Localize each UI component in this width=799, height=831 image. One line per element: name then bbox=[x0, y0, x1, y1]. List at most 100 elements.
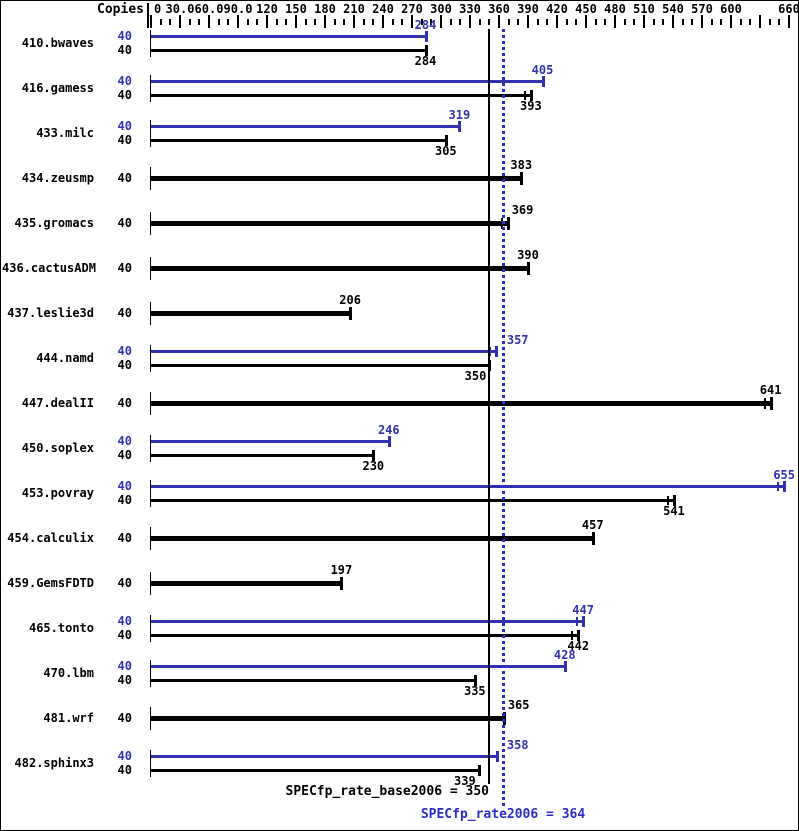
bar-end-tick bbox=[783, 480, 787, 492]
bar-spread-tick bbox=[571, 630, 574, 640]
axis-minor-tick bbox=[681, 19, 684, 25]
bar-end-tick bbox=[529, 89, 533, 101]
axis-major-tick bbox=[266, 15, 268, 28]
copies-value: 40 bbox=[117, 87, 132, 102]
axis-tick-label: 0 bbox=[154, 2, 162, 16]
bar-value-label: 428 bbox=[553, 647, 576, 662]
axis-origin-line bbox=[147, 3, 149, 28]
axis-minor-tick bbox=[372, 19, 375, 25]
copies-value: 40 bbox=[117, 575, 132, 590]
bar-start-tick bbox=[150, 571, 151, 595]
benchmark-label: 465.tonto bbox=[28, 620, 94, 635]
bar-peak bbox=[151, 754, 498, 758]
bar-end-tick bbox=[458, 120, 462, 132]
bar-start-tick bbox=[150, 526, 151, 550]
axis-tick-label: 270 bbox=[401, 2, 423, 16]
copies-value: 40 bbox=[117, 530, 132, 545]
bar-value-label: 230 bbox=[362, 458, 385, 473]
bar-spread-tick bbox=[576, 616, 579, 626]
axis-tick-label: 90.0 bbox=[223, 2, 253, 16]
bar-value-label: 339 bbox=[454, 773, 476, 788]
benchmark-label: 453.povray bbox=[21, 485, 94, 500]
axis-minor-tick bbox=[304, 19, 307, 25]
axis-tick-label: 240 bbox=[372, 2, 394, 16]
axis-major-tick bbox=[440, 15, 442, 28]
axis-minor-tick bbox=[652, 19, 655, 25]
axis-minor-tick bbox=[604, 19, 607, 25]
axis-major-tick bbox=[556, 15, 558, 28]
bar-both bbox=[151, 220, 508, 226]
bar-base bbox=[151, 498, 674, 502]
copies-value: 40 bbox=[117, 215, 132, 230]
axis-tick-label: 510 bbox=[633, 2, 655, 16]
copies-value: 40 bbox=[117, 42, 132, 57]
axis-minor-tick bbox=[768, 19, 771, 25]
base-result-label: SPECfp_rate_base2006 = 350 bbox=[285, 784, 490, 799]
copies-value: 40 bbox=[117, 395, 132, 410]
axis-minor-tick bbox=[517, 19, 520, 25]
benchmark-label: 454.calculix bbox=[7, 530, 94, 545]
benchmark-label: 459.GemsFDTD bbox=[7, 575, 94, 590]
copies-value: 40 bbox=[117, 170, 132, 185]
axis-major-tick bbox=[585, 15, 587, 28]
axis-tick-label: 390 bbox=[517, 2, 539, 16]
axis-minor-tick bbox=[246, 19, 249, 25]
bar-value-label: 405 bbox=[531, 62, 554, 77]
bar-start-tick bbox=[150, 119, 151, 147]
axis-tick-label: 330 bbox=[459, 2, 481, 16]
benchmark-label: 416.gamess bbox=[21, 80, 94, 95]
axis-minor-tick bbox=[778, 19, 781, 25]
bar-base bbox=[151, 363, 490, 367]
bar-value-label: 541 bbox=[663, 503, 685, 518]
axis-minor-tick bbox=[507, 19, 510, 25]
bar-spread-tick bbox=[500, 217, 503, 229]
axis-minor-tick bbox=[217, 19, 220, 25]
axis-minor-tick bbox=[362, 19, 365, 25]
copies-value: 40 bbox=[117, 260, 132, 275]
axis-tick-label: 210 bbox=[343, 2, 365, 16]
bar-start-tick bbox=[150, 29, 151, 57]
bar-end-tick bbox=[527, 261, 530, 275]
axis-tick-label: 360 bbox=[488, 2, 510, 16]
axis-minor-tick bbox=[546, 19, 549, 25]
bar-value-label: 383 bbox=[510, 157, 533, 172]
axis-major-tick bbox=[237, 15, 239, 28]
bar-value-label: 390 bbox=[517, 247, 539, 262]
bar-both bbox=[151, 580, 342, 586]
axis-minor-tick bbox=[430, 19, 433, 25]
axis-minor-tick bbox=[488, 19, 491, 25]
axis-minor-tick bbox=[633, 19, 636, 25]
axis-minor-tick bbox=[256, 19, 259, 25]
axis-minor-tick bbox=[188, 19, 191, 25]
benchmark-label: 434.zeusmp bbox=[21, 170, 94, 185]
copies-value: 40 bbox=[117, 343, 132, 358]
bar-value-label: 358 bbox=[506, 737, 529, 752]
axis-minor-tick bbox=[749, 19, 752, 25]
bar-value-label: 357 bbox=[506, 332, 529, 347]
benchmark-label: 410.bwaves bbox=[21, 35, 94, 50]
bar-peak bbox=[151, 484, 785, 488]
bar-spread-tick bbox=[666, 495, 669, 505]
copies-value: 40 bbox=[117, 73, 132, 88]
axis-major-tick bbox=[382, 15, 384, 28]
base-reference-line bbox=[488, 29, 491, 784]
axis-minor-tick bbox=[391, 19, 394, 25]
copies-value: 40 bbox=[117, 478, 132, 493]
bar-both bbox=[151, 265, 528, 271]
bar-start-tick bbox=[150, 706, 151, 730]
axis-minor-tick bbox=[343, 19, 346, 25]
bar-end-tick bbox=[473, 674, 477, 686]
axis-major-tick bbox=[759, 15, 761, 28]
bar-spread-tick bbox=[763, 397, 766, 409]
copies-value: 40 bbox=[117, 357, 132, 372]
axis-major-tick bbox=[672, 15, 674, 28]
bar-value-label: 246 bbox=[377, 422, 400, 437]
bar-base bbox=[151, 633, 579, 637]
copies-value: 40 bbox=[117, 658, 132, 673]
bar-peak bbox=[151, 124, 460, 128]
axis-tick-label: 120 bbox=[256, 2, 278, 16]
axis-major-tick bbox=[469, 15, 471, 28]
axis-major-tick bbox=[353, 15, 355, 28]
axis-major-tick bbox=[527, 15, 529, 28]
